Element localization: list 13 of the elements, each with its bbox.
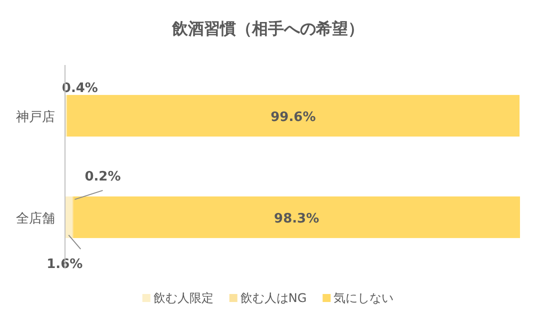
bar bbox=[66, 94, 520, 137]
data-label: 99.6% bbox=[270, 110, 316, 125]
data-label: 1.6% bbox=[46, 257, 83, 272]
legend-label: 気にしない bbox=[334, 291, 394, 305]
data-label: 98.3% bbox=[274, 211, 320, 226]
data-label: 0.2% bbox=[84, 169, 121, 184]
legend-label: 飲む人限定 bbox=[153, 291, 214, 305]
bar bbox=[73, 196, 520, 238]
legend-label: 飲む人はNG bbox=[240, 291, 307, 305]
bar bbox=[65, 196, 72, 238]
y-tick-label: 全店舗 bbox=[16, 210, 55, 226]
y-tick-label: 神戸店 bbox=[16, 108, 55, 125]
chart-title: 飲酒習慣（相手への希望） bbox=[171, 19, 364, 38]
